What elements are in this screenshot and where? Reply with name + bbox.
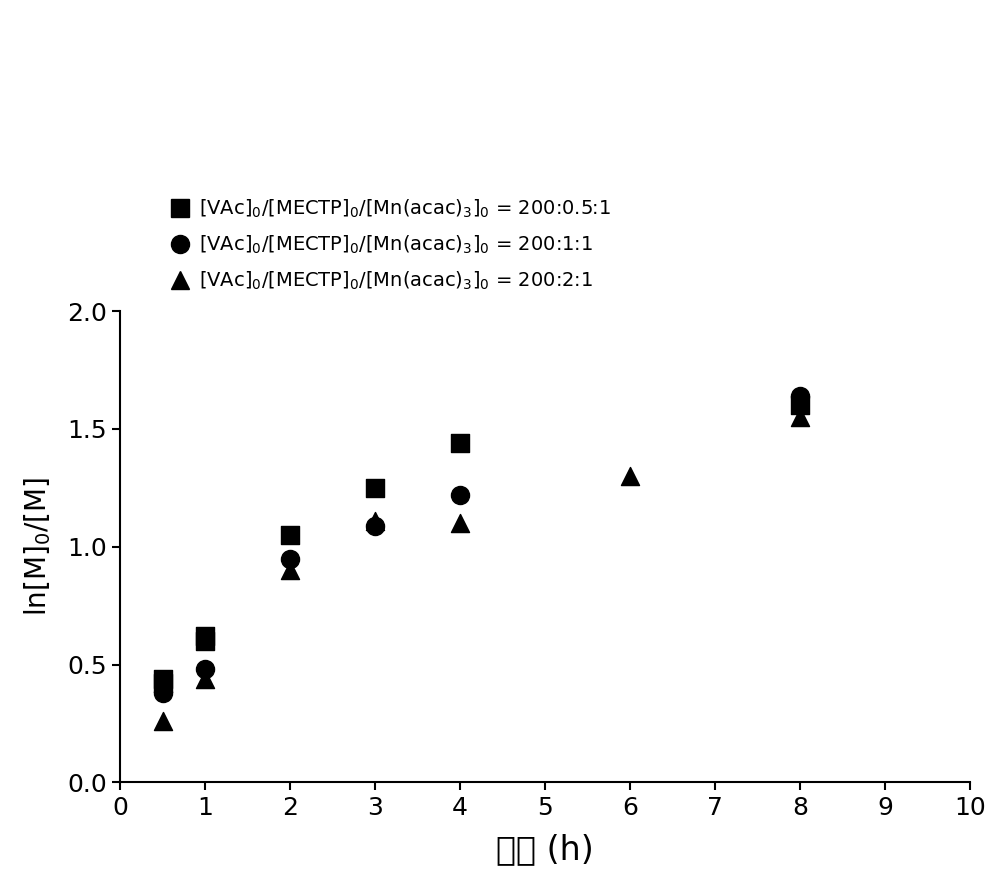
[VAc]$_0$/[MECTP]$_0$/[Mn(acac)$_3$]$_0$ = 200:0.5:1 (154, 677, 170, 691)
[VAc]$_0$/[MECTP]$_0$/[Mn(acac)$_3$]$_0$ = 200:0.5:1 (282, 528, 298, 542)
[VAc]$_0$/[MECTP]$_0$/[Mn(acac)$_3$]$_0$ = 200:0.5:1 (197, 634, 213, 648)
[VAc]$_0$/[MECTP]$_0$/[Mn(acac)$_3$]$_0$ = 200:1:1 (792, 388, 808, 403)
Y-axis label: ln[M]$_0$/[M]: ln[M]$_0$/[M] (22, 477, 53, 616)
[VAc]$_0$/[MECTP]$_0$/[Mn(acac)$_3$]$_0$ = 200:2:1 (197, 671, 213, 685)
Legend: [VAc]$_0$/[MECTP]$_0$/[Mn(acac)$_3$]$_0$ = 200:0.5:1, [VAc]$_0$/[MECTP]$_0$/[Mn(: [VAc]$_0$/[MECTP]$_0$/[Mn(acac)$_3$]$_0$… (172, 198, 611, 292)
[VAc]$_0$/[MECTP]$_0$/[Mn(acac)$_3$]$_0$ = 200:1:1 (282, 551, 298, 565)
[VAc]$_0$/[MECTP]$_0$/[Mn(acac)$_3$]$_0$ = 200:1:1 (367, 518, 383, 533)
[VAc]$_0$/[MECTP]$_0$/[Mn(acac)$_3$]$_0$ = 200:0.5:1 (154, 671, 170, 685)
[VAc]$_0$/[MECTP]$_0$/[Mn(acac)$_3$]$_0$ = 200:0.5:1 (452, 436, 468, 450)
[VAc]$_0$/[MECTP]$_0$/[Mn(acac)$_3$]$_0$ = 200:0.5:1 (197, 629, 213, 644)
[VAc]$_0$/[MECTP]$_0$/[Mn(acac)$_3$]$_0$ = 200:1:1 (452, 488, 468, 502)
[VAc]$_0$/[MECTP]$_0$/[Mn(acac)$_3$]$_0$ = 200:2:1 (622, 469, 638, 483)
[VAc]$_0$/[MECTP]$_0$/[Mn(acac)$_3$]$_0$ = 200:1:1 (197, 662, 213, 677)
[VAc]$_0$/[MECTP]$_0$/[Mn(acac)$_3$]$_0$ = 200:2:1 (792, 410, 808, 424)
[VAc]$_0$/[MECTP]$_0$/[Mn(acac)$_3$]$_0$ = 200:2:1 (452, 516, 468, 530)
[VAc]$_0$/[MECTP]$_0$/[Mn(acac)$_3$]$_0$ = 200:2:1 (154, 714, 170, 728)
[VAc]$_0$/[MECTP]$_0$/[Mn(acac)$_3$]$_0$ = 200:2:1 (282, 564, 298, 578)
[VAc]$_0$/[MECTP]$_0$/[Mn(acac)$_3$]$_0$ = 200:0.5:1 (367, 481, 383, 495)
[VAc]$_0$/[MECTP]$_0$/[Mn(acac)$_3$]$_0$ = 200:0.5:1 (792, 398, 808, 412)
[VAc]$_0$/[MECTP]$_0$/[Mn(acac)$_3$]$_0$ = 200:2:1 (367, 514, 383, 528)
[VAc]$_0$/[MECTP]$_0$/[Mn(acac)$_3$]$_0$ = 200:2:1 (154, 677, 170, 691)
[VAc]$_0$/[MECTP]$_0$/[Mn(acac)$_3$]$_0$ = 200:1:1 (154, 685, 170, 700)
X-axis label: 时间 (h): 时间 (h) (496, 833, 594, 867)
